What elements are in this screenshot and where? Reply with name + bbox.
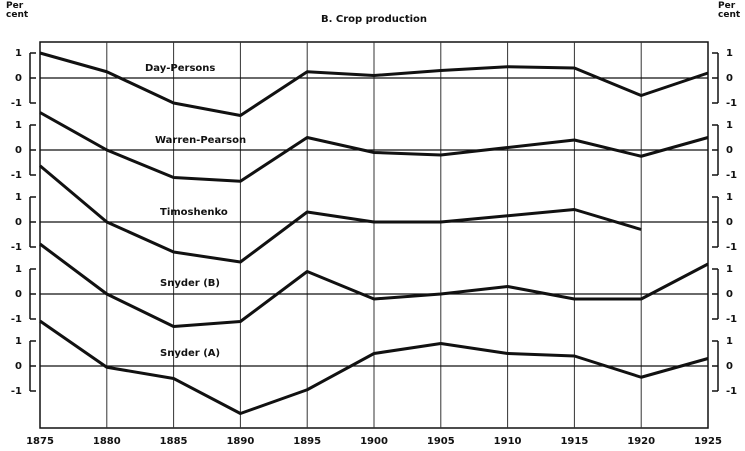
y2-tick-label: 1	[726, 336, 733, 347]
y-tick-label: -1	[11, 170, 22, 181]
series-line	[39, 111, 709, 183]
x-tick-label: 1910	[494, 436, 522, 447]
y-tick-label: 0	[15, 145, 22, 156]
y2-tick-label: -1	[726, 314, 737, 325]
y2-tick-label: 1	[726, 120, 733, 131]
y2-tick-label: 1	[726, 264, 733, 275]
series-line	[39, 51, 709, 117]
y2-tick-label: 1	[726, 192, 733, 203]
x-tick-label: 1890	[226, 436, 254, 447]
y-tick-label: -1	[11, 386, 22, 397]
y2-tick-label: 0	[726, 73, 733, 84]
x-tick-label: 1900	[360, 436, 388, 447]
x-tick-label: 1895	[293, 436, 321, 447]
y-tick-label: 1	[15, 48, 22, 59]
y2-tick-label: -1	[726, 98, 737, 109]
series-label: Snyder (B)	[160, 278, 220, 289]
series-label: Snyder (A)	[160, 348, 220, 359]
y-label: Per cent	[6, 1, 29, 20]
x-tick-label: 1920	[627, 436, 655, 447]
chart-title: B. Crop production	[321, 14, 427, 25]
y-tick-label: 1	[15, 336, 22, 347]
y-tick-label: 0	[15, 289, 22, 300]
x-tick-label: 1915	[560, 436, 588, 447]
series-label: Timoshenko	[160, 207, 228, 218]
y2-tick-label: 0	[726, 289, 733, 300]
y2-tick-label: 0	[726, 145, 733, 156]
y-tick-label: -1	[11, 98, 22, 109]
y-tick-label: 1	[15, 120, 22, 131]
y-tick-label: -1	[11, 314, 22, 325]
y-tick-label: 1	[15, 264, 22, 275]
y-tick-label: 0	[15, 217, 22, 228]
series-label: Day-Persons	[145, 63, 215, 74]
y-tick-label: 1	[15, 192, 22, 203]
y2-tick-label: -1	[726, 386, 737, 397]
y-tick-label: 0	[15, 73, 22, 84]
y2-tick-label: 0	[726, 217, 733, 228]
y-tick-label: 0	[15, 361, 22, 372]
series-label: Warren-Pearson	[155, 135, 246, 146]
series-line	[39, 164, 642, 264]
x-tick-label: 1885	[160, 436, 188, 447]
x-tick-label: 1905	[427, 436, 455, 447]
x-tick-label: 1925	[694, 436, 722, 447]
y2-tick-label: 1	[726, 48, 733, 59]
y2-label: Per cent	[718, 1, 741, 20]
x-tick-label: 1880	[93, 436, 121, 447]
series-line	[39, 242, 709, 328]
y-tick-label: -1	[11, 242, 22, 253]
y2-tick-label: 0	[726, 361, 733, 372]
series-line	[39, 319, 709, 415]
y2-tick-label: -1	[726, 170, 737, 181]
x-tick-label: 1875	[26, 436, 54, 447]
y2-tick-label: -1	[726, 242, 737, 253]
